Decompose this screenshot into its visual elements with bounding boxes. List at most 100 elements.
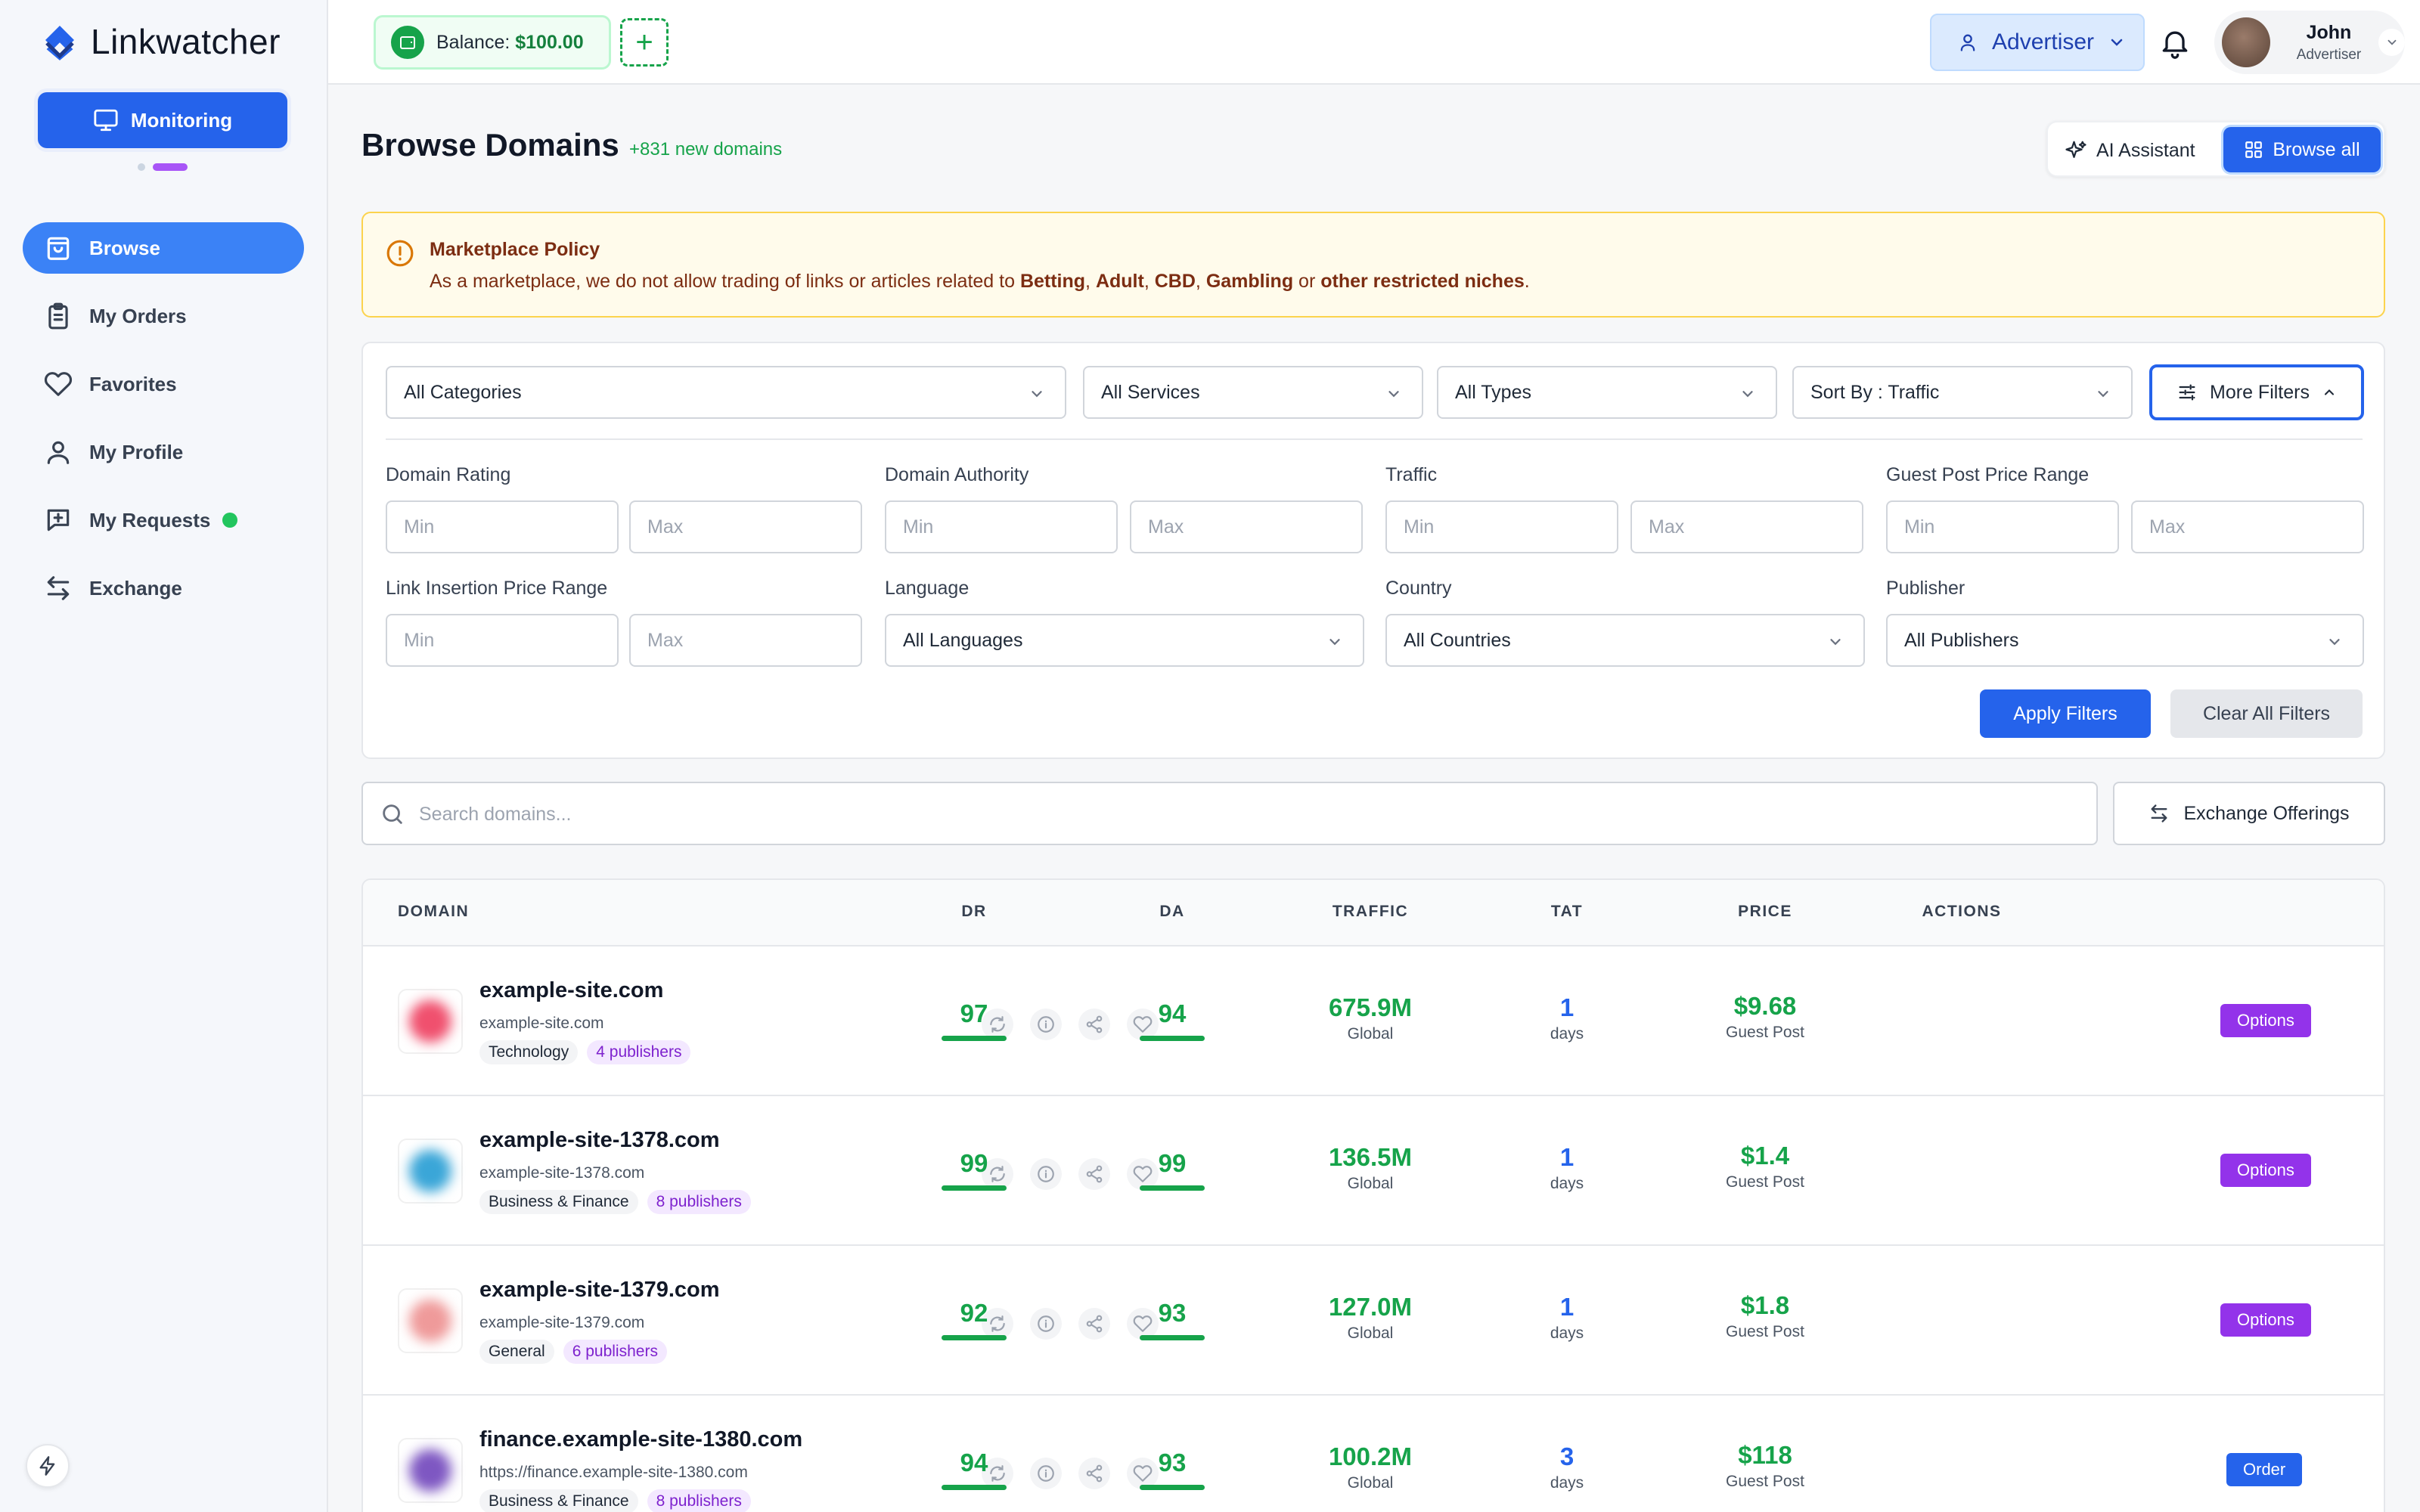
- domain-authority-min-input[interactable]: [885, 500, 1118, 553]
- publishers-tag[interactable]: 4 publishers: [587, 1040, 691, 1064]
- exchange-offerings-button[interactable]: Exchange Offerings: [2113, 782, 2385, 845]
- domain-rating-min-input[interactable]: [386, 500, 619, 553]
- services-select[interactable]: All Services: [1083, 366, 1423, 419]
- sidebar-item-browse[interactable]: Browse: [23, 222, 304, 274]
- quick-actions-button[interactable]: [26, 1444, 70, 1488]
- traffic-min-input[interactable]: [1385, 500, 1618, 553]
- sidebar-item-my-requests[interactable]: My Requests: [23, 494, 304, 546]
- top-bar: Balance: $100.00 + Advertiser John Adver…: [328, 0, 2420, 85]
- da-value: 93: [1158, 1448, 1187, 1476]
- types-select-value: All Types: [1455, 381, 1531, 403]
- apply-filters-button[interactable]: Apply Filters: [1980, 689, 2151, 738]
- refresh-icon[interactable]: [982, 1308, 1013, 1340]
- carousel-dot-active[interactable]: [153, 163, 188, 171]
- domain-name[interactable]: finance.example-site-1380.com: [479, 1427, 803, 1452]
- options-button[interactable]: Options: [2220, 1154, 2311, 1187]
- link-insertion-price-min-input[interactable]: [386, 614, 619, 667]
- app-logo[interactable]: Linkwatcher: [41, 21, 281, 62]
- info-icon[interactable]: [1030, 1458, 1062, 1489]
- category-tag: Business & Finance: [479, 1489, 638, 1512]
- share-icon[interactable]: [1078, 1158, 1110, 1190]
- table-row[interactable]: example-site-1379.com example-site-1379.…: [363, 1246, 2384, 1396]
- options-button[interactable]: Options: [2220, 1303, 2311, 1337]
- column-header-domain[interactable]: DOMAIN: [398, 903, 470, 920]
- domain-rating-max-input[interactable]: [629, 500, 862, 553]
- info-icon[interactable]: [1030, 1158, 1062, 1190]
- publisher-select[interactable]: All Publishers: [1886, 614, 2364, 667]
- add-funds-button[interactable]: +: [620, 18, 669, 67]
- sliders-icon: [2179, 384, 2195, 401]
- sidebar-item-my-profile[interactable]: My Profile: [23, 426, 304, 478]
- policy-niche-cbd: CBD: [1154, 271, 1196, 292]
- sort-select-value: Sort By : Traffic: [1810, 381, 1940, 403]
- heart-icon[interactable]: [1127, 1158, 1159, 1190]
- heart-icon[interactable]: [1127, 1009, 1159, 1040]
- share-icon[interactable]: [1078, 1308, 1110, 1340]
- types-select[interactable]: All Types: [1437, 366, 1777, 419]
- info-icon[interactable]: [1030, 1009, 1062, 1040]
- column-header-price[interactable]: PRICE: [1738, 903, 1792, 920]
- ai-assistant-label: AI Assistant: [2096, 139, 2195, 161]
- ai-assistant-button[interactable]: AI Assistant: [2065, 133, 2195, 168]
- dr-bar: [942, 1185, 1007, 1191]
- lightning-icon: [39, 1456, 55, 1476]
- guest-post-price-label: Guest Post Price Range: [1886, 464, 2090, 485]
- options-button[interactable]: Options: [2220, 1004, 2311, 1037]
- heart-icon[interactable]: [1127, 1458, 1159, 1489]
- guest-post-price-min-input[interactable]: [1886, 500, 2119, 553]
- sidebar-item-exchange[interactable]: Exchange: [23, 562, 304, 614]
- search-input[interactable]: [419, 792, 2068, 836]
- chevron-up-icon: [2324, 389, 2335, 395]
- tat-value: 1: [1559, 1293, 1575, 1321]
- heart-icon[interactable]: [1127, 1308, 1159, 1340]
- publishers-tag[interactable]: 8 publishers: [647, 1489, 751, 1512]
- link-insertion-price-max-input[interactable]: [629, 614, 862, 667]
- role-switcher[interactable]: Advertiser: [1930, 14, 2145, 71]
- publishers-tag[interactable]: 6 publishers: [563, 1340, 667, 1364]
- domain-name[interactable]: example-site-1379.com: [479, 1278, 720, 1302]
- column-header-da[interactable]: DA: [1159, 903, 1185, 920]
- publishers-tag[interactable]: 8 publishers: [647, 1190, 751, 1214]
- share-icon[interactable]: [1078, 1458, 1110, 1489]
- refresh-icon[interactable]: [982, 1458, 1013, 1489]
- order-button[interactable]: Order: [2226, 1453, 2303, 1486]
- traffic-scope: Global: [1347, 1325, 1394, 1342]
- column-header-tat[interactable]: TAT: [1550, 903, 1584, 920]
- guest-post-price-max-input[interactable]: [2131, 500, 2364, 553]
- info-icon[interactable]: [1030, 1308, 1062, 1340]
- policy-title: Marketplace Policy: [430, 239, 600, 260]
- refresh-icon[interactable]: [982, 1158, 1013, 1190]
- notifications-button[interactable]: [2158, 26, 2192, 59]
- domains-table: DOMAIN DR DA TRAFFIC TAT PRICE ACTIONS e…: [361, 878, 2385, 1512]
- balance-display[interactable]: Balance: $100.00: [374, 15, 611, 70]
- dr-bar: [942, 1335, 1007, 1340]
- clear-filters-button[interactable]: Clear All Filters: [2170, 689, 2363, 738]
- traffic-max-input[interactable]: [1630, 500, 1863, 553]
- carousel-dot[interactable]: [138, 163, 145, 171]
- monitoring-button[interactable]: Monitoring: [38, 92, 287, 148]
- browse-all-button[interactable]: Browse all: [2223, 127, 2381, 172]
- user-menu[interactable]: John Advertiser: [2214, 11, 2405, 74]
- more-filters-button[interactable]: More Filters: [2149, 364, 2364, 420]
- column-header-traffic[interactable]: TRAFFIC: [1332, 903, 1409, 920]
- table-row[interactable]: example-site.com example-site.com Techno…: [363, 947, 2384, 1096]
- language-select[interactable]: All Languages: [885, 614, 1364, 667]
- notification-dot: [222, 513, 238, 528]
- traffic-label: Traffic: [1385, 464, 1438, 485]
- domain-name[interactable]: example-site-1378.com: [479, 1128, 720, 1152]
- share-icon[interactable]: [1078, 1009, 1110, 1040]
- country-select[interactable]: All Countries: [1385, 614, 1865, 667]
- chevron-down-icon: [2098, 391, 2108, 398]
- table-row[interactable]: finance.example-site-1380.com https://fi…: [363, 1396, 2384, 1512]
- table-row[interactable]: example-site-1378.com example-site-1378.…: [363, 1096, 2384, 1246]
- refresh-icon[interactable]: [982, 1009, 1013, 1040]
- sidebar-nav: Browse My Orders Favorites My Profile My…: [23, 222, 304, 631]
- column-header-dr[interactable]: DR: [961, 903, 987, 920]
- domain-name[interactable]: example-site.com: [479, 978, 664, 1002]
- domain-authority-max-input[interactable]: [1130, 500, 1363, 553]
- user-icon: [47, 441, 70, 464]
- sort-select[interactable]: Sort By : Traffic: [1792, 366, 2133, 419]
- category-select[interactable]: All Categories: [386, 366, 1066, 419]
- sidebar-item-my-orders[interactable]: My Orders: [23, 290, 304, 342]
- sidebar-item-favorites[interactable]: Favorites: [23, 358, 304, 410]
